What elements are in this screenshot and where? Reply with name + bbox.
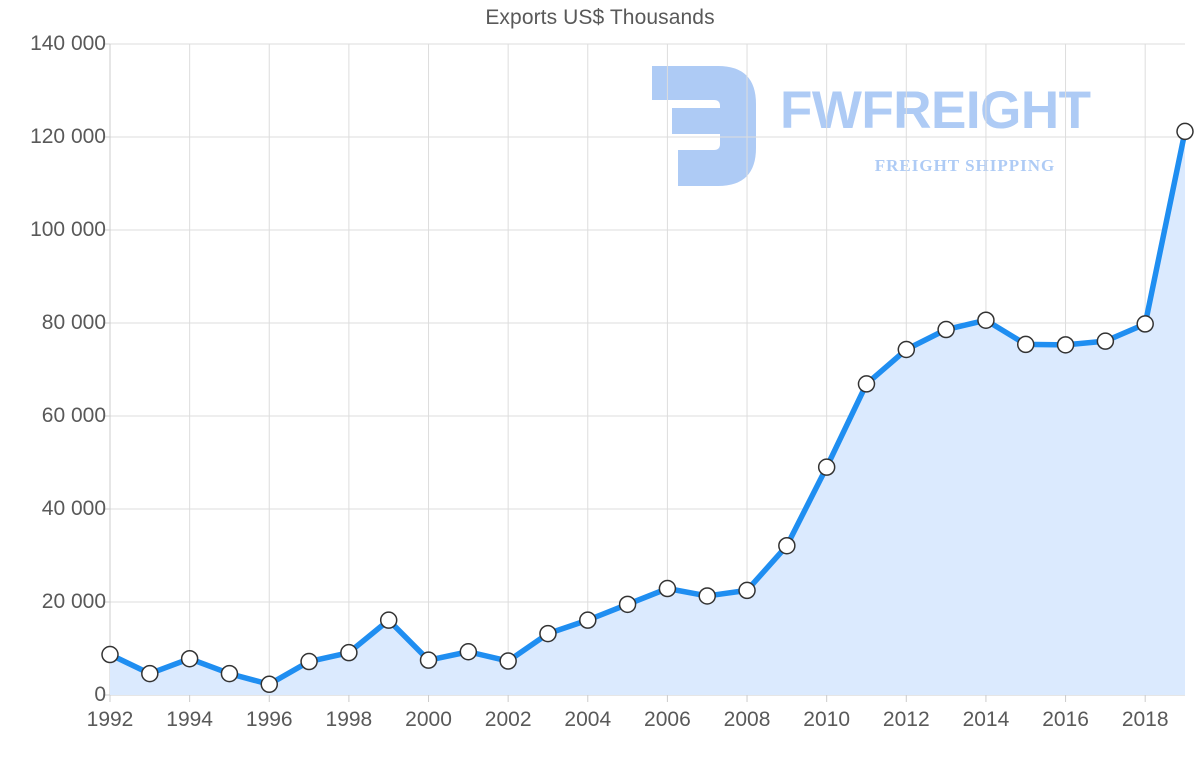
y-axis-tick-label: 100 000: [30, 218, 106, 241]
data-point-marker[interactable]: [379, 611, 398, 629]
x-axis-tick-label: 2016: [1042, 708, 1089, 731]
data-point-marker[interactable]: [817, 458, 836, 476]
data-point-marker[interactable]: [658, 579, 677, 598]
data-point-marker[interactable]: [977, 311, 995, 329]
data-point-marker[interactable]: [738, 581, 756, 600]
data-point-marker[interactable]: [340, 643, 358, 662]
data-point-marker[interactable]: [778, 536, 796, 555]
data-point-marker[interactable]: [101, 645, 119, 664]
data-point-marker[interactable]: [937, 320, 955, 339]
x-axis-tick-label: 1996: [245, 708, 293, 731]
data-point-marker[interactable]: [260, 675, 279, 694]
data-point-marker[interactable]: [1056, 336, 1075, 354]
x-axis-tick-label: 2014: [962, 708, 1010, 731]
x-axis-tick-label: 2010: [803, 708, 851, 731]
x-axis-tick-label: 2006: [644, 708, 691, 731]
chart-title: Exports US$ Thousands: [485, 6, 715, 29]
data-point-marker[interactable]: [897, 340, 916, 359]
y-axis-tick-label: 40 000: [41, 497, 106, 520]
data-point-marker[interactable]: [459, 643, 478, 661]
y-axis-tick-label: 0: [94, 683, 106, 706]
x-axis-tick-label: 1992: [86, 708, 134, 731]
data-line: [107, 128, 1188, 688]
y-axis-tick-label: 140 000: [30, 32, 106, 55]
data-point-marker[interactable]: [141, 664, 159, 683]
data-point-marker[interactable]: [857, 375, 876, 393]
y-axis-tick-label: 80 000: [41, 311, 106, 334]
x-axis-tick-label: 2012: [882, 708, 930, 731]
x-axis-tick-label: 2004: [564, 708, 612, 731]
data-point-markers: [101, 122, 1194, 694]
x-axis-tick-label: 2000: [405, 708, 452, 731]
x-axis-tick-label: 2018: [1121, 708, 1169, 731]
y-axis-tick-label: 120 000: [30, 125, 106, 148]
area-fill: [110, 131, 1185, 696]
y-axis-tick-label: 60 000: [41, 404, 106, 427]
data-point-marker[interactable]: [618, 595, 637, 614]
data-point-marker[interactable]: [419, 651, 438, 669]
y-axis-tick-label: 20 000: [41, 590, 106, 613]
x-axis-tick-label: 2002: [484, 708, 532, 731]
data-point-marker[interactable]: [1136, 315, 1154, 333]
data-point-marker[interactable]: [180, 649, 199, 668]
x-axis-tick-label: 1998: [325, 708, 373, 731]
data-point-marker[interactable]: [698, 587, 716, 605]
data-point-marker[interactable]: [1176, 122, 1194, 141]
data-point-marker[interactable]: [1016, 335, 1035, 354]
data-point-marker[interactable]: [579, 611, 597, 629]
data-point-marker[interactable]: [220, 664, 239, 683]
data-point-marker[interactable]: [1096, 332, 1115, 350]
data-point-marker[interactable]: [499, 652, 517, 670]
x-axis-tick-label: 2008: [723, 708, 771, 731]
data-point-marker[interactable]: [539, 624, 557, 643]
data-point-marker[interactable]: [300, 652, 318, 671]
x-axis-tick-label: 1994: [166, 708, 213, 731]
